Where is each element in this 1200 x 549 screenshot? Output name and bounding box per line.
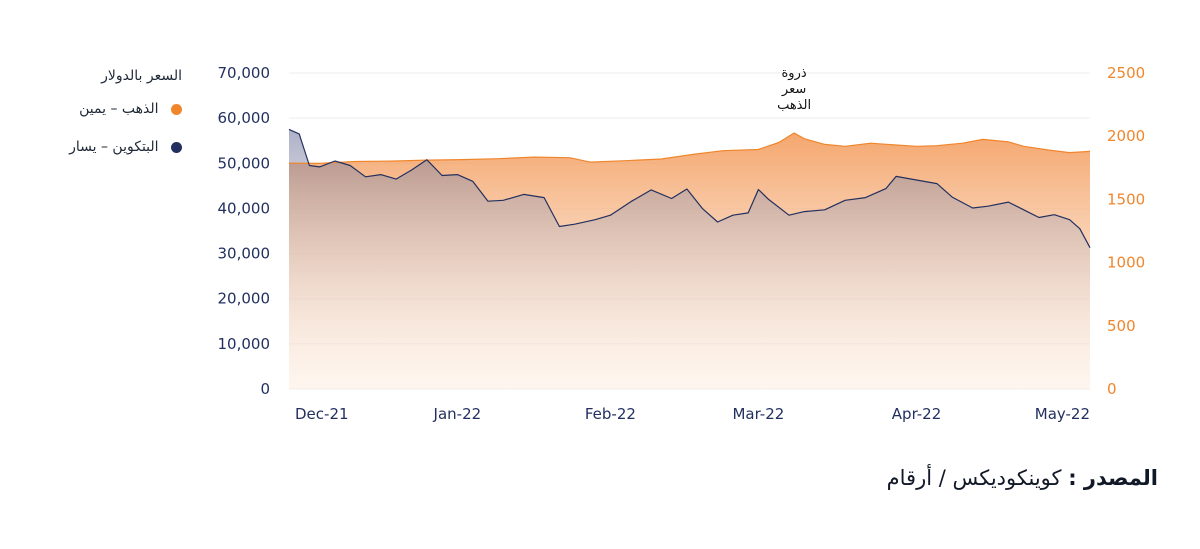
y-left-tick-label: 20,000 [218, 290, 271, 308]
x-tick-label: May-22 [1035, 405, 1090, 423]
gold-dot-icon [171, 103, 182, 115]
x-tick-label: Dec-21 [295, 405, 349, 423]
legend: السعر بالدولار الذهب – يمين البتكوين – ي… [40, 62, 182, 166]
legend-title: السعر بالدولار [101, 68, 182, 84]
annotation-text: الذهب [777, 98, 811, 113]
bitcoin-area [289, 129, 1090, 389]
y-right-tick-label: 1500 [1107, 190, 1145, 208]
y-right-tick-label: 1000 [1107, 254, 1145, 272]
x-tick-label: Feb-22 [585, 405, 636, 423]
legend-item-bitcoin: البتكوين – يسار [40, 128, 182, 166]
source-text: كوينكوديكس / أرقام [886, 466, 1062, 490]
x-tick-label: Apr-22 [892, 405, 942, 423]
legend-label-bitcoin: البتكوين – يسار [69, 139, 159, 155]
axes: 0 10,000 20,000 30,000 40,000 50,000 60,000 70,… [218, 64, 1146, 423]
y-right-tick-label: 2500 [1107, 64, 1145, 82]
y-left-tick-label: 50,000 [218, 154, 271, 172]
source-label: المصدر : [1068, 466, 1158, 490]
y-left-tick-label: 10,000 [218, 335, 271, 353]
y-left-tick-label: 40,000 [218, 199, 271, 217]
y-right-tick-label: 2000 [1107, 127, 1145, 145]
x-tick-label: Jan-22 [433, 405, 482, 423]
y-right-tick-label: 500 [1107, 317, 1136, 335]
y-left-tick-label: 70,000 [218, 64, 271, 82]
bitcoin-line [288, 128, 1091, 248]
y-left-tick-label: 30,000 [218, 245, 271, 263]
source-note: المصدر : كوينكوديكس / أرقام [887, 466, 1158, 490]
bitcoin-dot-icon [171, 141, 182, 153]
y-left-tick-label: 0 [260, 380, 270, 398]
legend-item-gold: الذهب – يمين [40, 90, 182, 128]
series-lines [288, 128, 1091, 248]
series-areas [289, 129, 1090, 389]
y-right-tick-label: 0 [1107, 380, 1117, 398]
annotation-text: ذروة [782, 66, 807, 81]
x-tick-label: Mar-22 [732, 405, 784, 423]
legend-label-gold: الذهب – يمين [79, 101, 159, 117]
y-left-tick-label: 60,000 [218, 109, 271, 127]
annotation-text: سعر [781, 82, 806, 97]
gold-line [288, 132, 1091, 164]
